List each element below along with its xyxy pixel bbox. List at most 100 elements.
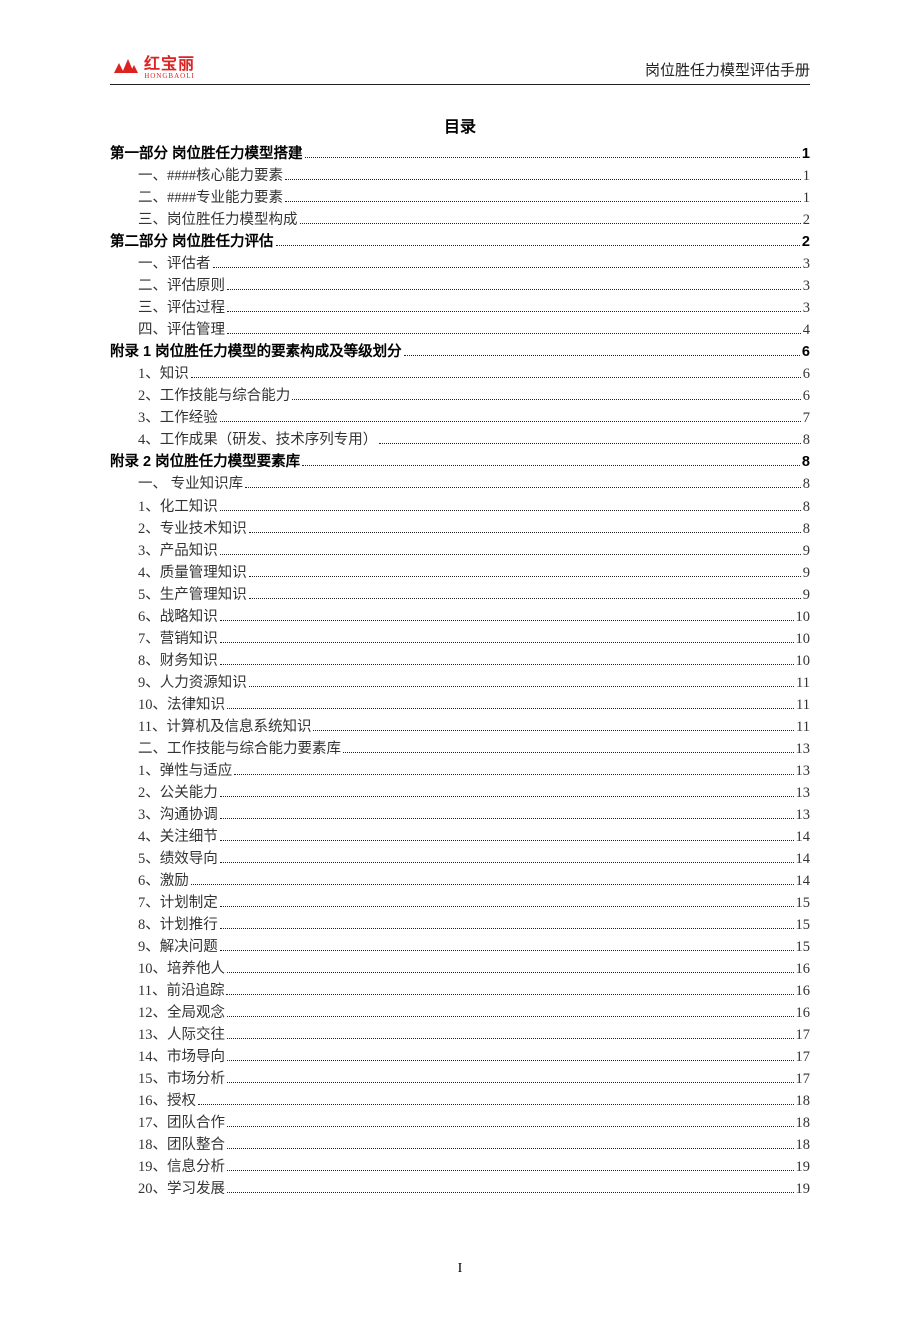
toc-entry-label: 四、评估管理 [138,319,225,341]
toc-leader-dots [227,289,801,290]
toc-leader-dots [249,576,801,577]
toc-entry-label: 13、人际交往 [138,1024,225,1046]
toc-leader-dots [227,1082,794,1083]
toc-leader-dots [226,994,793,995]
toc-leader-dots [220,840,794,841]
toc-entry-label: 附录 1 岗位胜任力模型的要素构成及等级划分 [110,341,402,363]
toc-entry: 16、授权18 [110,1090,810,1112]
toc-leader-dots [227,1060,794,1061]
logo: 红宝丽 HONGBAOLI [110,50,195,80]
toc-entry-label: 2、公关能力 [138,782,218,804]
toc-entry: 一、####核心能力要素 1 [110,165,810,187]
toc-entry-page: 18 [796,1134,811,1156]
toc-entry-page: 13 [796,738,811,760]
toc-entry: 10、法律知识11 [110,694,810,716]
toc-entry: 1、弹性与适应13 [110,760,810,782]
toc-entry-page: 6 [802,341,810,363]
toc-entry-page: 1 [803,165,810,187]
toc-entry-page: 3 [803,297,810,319]
toc-entry: 一、评估者3 [110,253,810,275]
toc-leader-dots [285,179,801,180]
toc-entry-page: 10 [796,650,811,672]
toc-entry: 附录 1 岗位胜任力模型的要素构成及等级划分 6 [110,341,810,363]
toc-entry: 3、沟通协调13 [110,804,810,826]
header-doc-title: 岗位胜任力模型评估手册 [645,59,810,80]
toc-entry-page: 16 [796,980,811,1002]
toc-entry-label: 12、全局观念 [138,1002,225,1024]
toc-entry-label: 5、生产管理知识 [138,584,247,606]
toc-entry-label: 三、评估过程 [138,297,225,319]
toc-entry: 9、解决问题15 [110,936,810,958]
toc-entry: 四、评估管理4 [110,319,810,341]
toc-entry-label: 6、激励 [138,870,189,892]
toc-leader-dots [220,796,794,797]
toc-entry: 4、关注细节14 [110,826,810,848]
toc-entry: 5、生产管理知识9 [110,584,810,606]
toc-entry-page: 13 [796,760,811,782]
toc-entry-page: 8 [803,496,810,518]
toc-entry-page: 16 [796,958,811,980]
toc-entry-label: 3、工作经验 [138,407,218,429]
toc-entry: 11、计算机及信息系统知识11 [110,716,810,738]
toc-entry: 8、计划推行15 [110,914,810,936]
toc-entry-label: 一、####核心能力要素 [138,165,283,187]
toc-entry: 6、激励 14 [110,870,810,892]
toc-entry-page: 17 [796,1068,811,1090]
toc-leader-dots [227,311,801,312]
toc-entry-label: 8、财务知识 [138,650,218,672]
toc-entry-page: 14 [796,826,811,848]
toc-entry-page: 17 [796,1046,811,1068]
toc-entry-page: 13 [796,804,811,826]
toc-entry: 第一部分 岗位胜任力模型搭建1 [110,143,810,165]
toc-entry-page: 6 [803,363,810,385]
toc-entry-page: 17 [796,1024,811,1046]
toc-leader-dots [292,399,801,400]
toc-entry-page: 1 [803,187,810,209]
toc-entry: 4、工作成果（研发、技术序列专用）8 [110,429,810,451]
toc-entry-page: 8 [803,518,810,540]
toc-leader-dots [220,421,801,422]
document-page: 红宝丽 HONGBAOLI 岗位胜任力模型评估手册 目录 第一部分 岗位胜任力模… [0,0,920,1317]
toc-leader-dots [220,862,794,863]
toc-leader-dots [220,642,794,643]
toc-entry-page: 11 [796,716,810,738]
toc-entry: 三、岗位胜任力模型构成 2 [110,209,810,231]
toc-entry-label: 17、团队合作 [138,1112,225,1134]
toc-leader-dots [227,1192,794,1193]
toc-entry-label: 10、培养他人 [138,958,225,980]
toc-leader-dots [227,972,794,973]
toc-entry-page: 11 [796,672,810,694]
toc-entry-label: 三、岗位胜任力模型构成 [138,209,298,231]
toc-entry: 一、 专业知识库8 [110,473,810,495]
toc-entry-page: 6 [803,385,810,407]
page-number: I [110,1261,810,1277]
toc-entry: 9、人力资源知识 11 [110,672,810,694]
toc-entry-page: 14 [796,870,811,892]
toc-leader-dots [300,223,801,224]
toc-leader-dots [220,664,794,665]
toc-leader-dots [227,1148,794,1149]
toc-entry-page: 2 [803,209,810,231]
toc-entry: 二、####专业能力要素 1 [110,187,810,209]
toc-entry-label: 二、评估原则 [138,275,225,297]
toc-entry-page: 15 [796,936,811,958]
toc-entry-label: 二、####专业能力要素 [138,187,283,209]
toc-entry-page: 18 [796,1090,811,1112]
toc-entry-label: 9、人力资源知识 [138,672,247,694]
logo-text: 红宝丽 HONGBAOLI [144,50,195,80]
toc-entry-page: 10 [796,628,811,650]
toc-entry-page: 14 [796,848,811,870]
page-header: 红宝丽 HONGBAOLI 岗位胜任力模型评估手册 [110,50,810,85]
toc-entry: 10、培养他人 16 [110,958,810,980]
toc-leader-dots [404,355,800,356]
toc-leader-dots [249,598,801,599]
toc-entry-label: 4、质量管理知识 [138,562,247,584]
toc-entry-label: 附录 2 岗位胜任力模型要素库 [110,451,300,473]
logo-text-en: HONGBAOLI [144,72,195,80]
toc-entry-page: 19 [796,1156,811,1178]
toc-entry-label: 2、专业技术知识 [138,518,247,540]
toc-leader-dots [198,1104,794,1105]
toc-entry: 3、工作经验7 [110,407,810,429]
toc-entry: 19、信息分析19 [110,1156,810,1178]
toc-leader-dots [213,267,801,268]
